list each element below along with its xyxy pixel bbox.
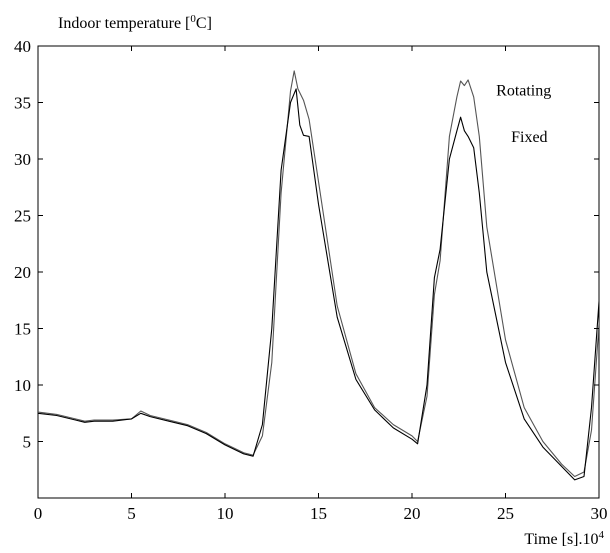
- plot-area: 0 5 10 15 20 25 30 5 10 15 20 25 30 35 40 Rotating Fixe…: [14, 37, 608, 523]
- plot-frame: [37, 45, 600, 499]
- y-axis-title-suffix: C]: [196, 15, 212, 32]
- series-label-rotating: Rotating: [496, 83, 551, 100]
- y-tick-label: 10: [14, 376, 31, 395]
- x-axis-title-text: Time [s].10: [524, 531, 598, 548]
- series-line-rotating: [38, 70, 599, 478]
- x-tick-label: 15: [310, 504, 327, 523]
- y-axis-title: Indoor temperature [0C]: [58, 13, 212, 32]
- x-tick-label: 5: [127, 504, 136, 523]
- y-tick-label: 15: [14, 320, 31, 339]
- x-tick-label: 10: [217, 504, 234, 523]
- x-tick-label: 0: [34, 504, 43, 523]
- y-tick-label: 30: [14, 150, 31, 169]
- tick-layer: 0 5 10 15 20 25 30 5 10 15 20 25 30 35 40: [14, 37, 608, 523]
- x-axis-title-superscript: 4: [599, 529, 605, 541]
- y-tick-label: 35: [14, 94, 31, 113]
- y-axis-title-text: Indoor temperature [: [58, 15, 190, 32]
- annotation-layer: Rotating Fixed: [496, 83, 551, 146]
- y-tick-label: 5: [23, 433, 32, 452]
- x-tick-label: 30: [591, 504, 608, 523]
- series-layer: [38, 70, 599, 481]
- x-axis-title: Time [s].104: [524, 529, 604, 548]
- y-tick-label: 20: [14, 263, 31, 282]
- y-tick-label: 40: [14, 37, 31, 56]
- x-tick-label: 25: [497, 504, 514, 523]
- y-axis-title-superscript: 0: [190, 13, 196, 25]
- y-tick-label: 25: [14, 207, 31, 226]
- series-line-fixed: [38, 88, 599, 481]
- series-label-fixed: Fixed: [511, 129, 547, 146]
- x-tick-label: 20: [404, 504, 421, 523]
